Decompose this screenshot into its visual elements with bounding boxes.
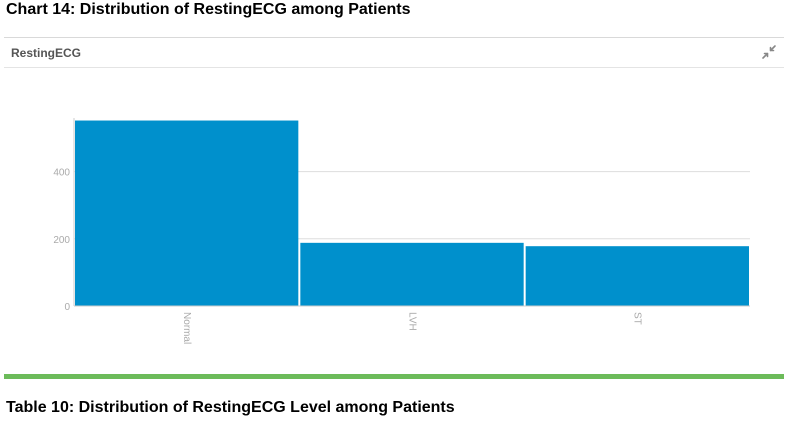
x-tick-label-lvh: LVH xyxy=(406,312,417,331)
table-caption: Table 10: Distribution of RestingECG Lev… xyxy=(6,399,455,416)
y-tick-label-0: 0 xyxy=(64,302,70,313)
x-tick-label-st: ST xyxy=(632,312,643,325)
chart-panel: RestingECG 0 200 400 Normal LVH ST xyxy=(4,37,784,378)
bar-chart: 0 200 400 Normal LVH ST xyxy=(53,118,750,344)
x-tick-label-normal: Normal xyxy=(181,312,192,344)
y-tick-label-200: 200 xyxy=(53,235,70,246)
bar-lvh xyxy=(300,242,524,306)
y-tick-label-400: 400 xyxy=(53,168,70,179)
panel-title: RestingECG xyxy=(11,46,82,60)
section-divider xyxy=(4,374,784,379)
panel-header: RestingECG xyxy=(4,38,784,68)
chart-caption: Chart 14: Distribution of RestingECG amo… xyxy=(6,1,411,18)
collapse-arrows-icon[interactable] xyxy=(760,43,778,61)
bar-st xyxy=(525,246,749,306)
bar-normal xyxy=(75,120,299,306)
